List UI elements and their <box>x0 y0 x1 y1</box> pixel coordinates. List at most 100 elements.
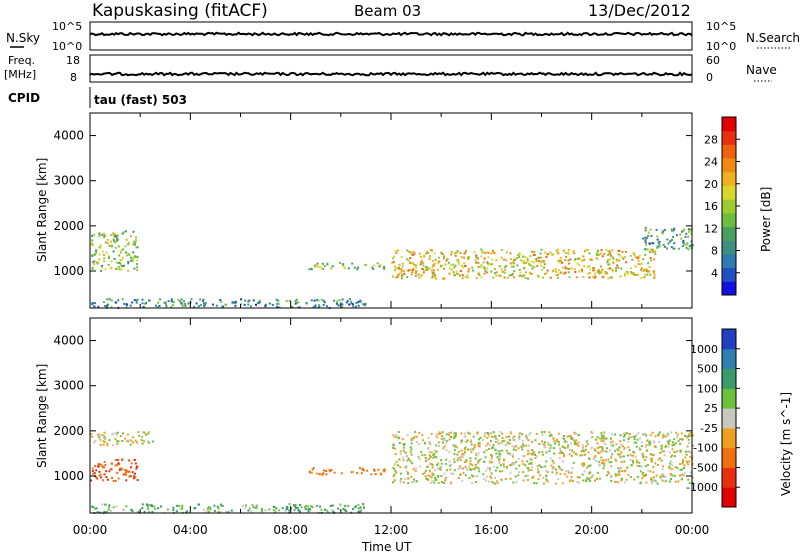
echo-cell <box>428 257 431 260</box>
echo-cell <box>569 479 572 482</box>
echo-cell <box>617 467 620 470</box>
echo-cell <box>498 455 500 458</box>
echo-cell <box>276 305 279 308</box>
echo-cell <box>113 240 116 243</box>
echo-cell <box>498 458 501 461</box>
echo-cell <box>383 468 386 470</box>
echo-cell <box>601 268 604 271</box>
echo-cell <box>687 435 689 438</box>
echo-cell <box>611 249 614 252</box>
echo-cell <box>135 236 137 239</box>
echo-cell <box>402 449 405 452</box>
echo-cell <box>547 443 550 446</box>
echo-cell <box>604 270 607 273</box>
echo-cell <box>666 247 668 250</box>
echo-cell <box>638 263 641 266</box>
echo-cell <box>181 504 184 507</box>
echo-cell <box>593 448 596 451</box>
echo-cell <box>486 432 489 434</box>
echo-cell <box>608 251 611 254</box>
echo-cell <box>425 469 428 472</box>
echo-cell <box>582 255 585 258</box>
echo-cell <box>400 275 403 277</box>
echo-cell <box>579 454 582 457</box>
echo-cell <box>475 452 478 455</box>
echo-cell <box>395 460 398 463</box>
echo-cell <box>275 298 278 301</box>
echo-cell <box>574 258 577 261</box>
echo-cell <box>553 452 556 455</box>
echo-cell <box>330 469 333 472</box>
echo-cell <box>331 265 334 268</box>
power-cbar-tick-label: 4 <box>711 267 718 280</box>
echo-cell <box>545 253 548 256</box>
echo-cell <box>626 466 629 469</box>
echo-cell <box>589 258 592 261</box>
echo-cell <box>530 264 533 267</box>
xtick-label: 04:00 <box>173 523 208 537</box>
echo-cell <box>653 445 656 448</box>
echo-cell <box>463 262 466 265</box>
echo-cell <box>443 472 446 475</box>
echo-cell <box>410 273 413 276</box>
echo-cell <box>428 267 431 270</box>
echo-cell <box>500 256 503 259</box>
echo-cell <box>350 300 353 303</box>
echo-cell <box>359 299 362 302</box>
echo-cell <box>537 478 540 481</box>
echo-cell <box>567 251 570 254</box>
echo-cell <box>98 470 101 473</box>
echo-cell <box>276 303 279 306</box>
echo-cell <box>378 265 381 268</box>
echo-cell <box>119 259 122 262</box>
echo-cell <box>99 463 102 466</box>
echo-cell <box>527 260 530 263</box>
echo-cell <box>533 261 535 264</box>
echo-cell <box>644 229 647 232</box>
echo-cell <box>628 436 631 439</box>
echo-cell <box>124 469 127 471</box>
echo-cell <box>298 306 301 309</box>
echo-cell <box>564 271 567 274</box>
echo-cell <box>629 476 632 478</box>
echo-cell <box>617 449 620 452</box>
echo-cell <box>557 432 560 435</box>
echo-cell <box>127 269 130 272</box>
echo-cell <box>424 442 426 445</box>
echo-cell <box>468 432 471 435</box>
echo-cell <box>117 477 120 480</box>
echo-cell <box>540 264 543 267</box>
echo-cell <box>658 431 661 434</box>
echo-cell <box>650 477 653 480</box>
echo-cell <box>590 431 593 434</box>
echo-cell <box>488 461 491 464</box>
echo-cell <box>578 270 581 273</box>
echo-cell <box>618 249 621 252</box>
echo-cell <box>411 261 414 264</box>
echo-cell <box>518 254 521 256</box>
echo-cell <box>202 508 205 511</box>
echo-cell <box>135 299 138 302</box>
echo-cell <box>489 263 492 266</box>
echo-cell <box>342 263 345 266</box>
echo-cell <box>433 264 435 267</box>
echo-cell <box>661 474 664 477</box>
echo-cell <box>435 434 437 437</box>
nsky-label: N.Sky <box>6 31 40 45</box>
echo-cell <box>429 475 432 478</box>
echo-cell <box>440 459 443 462</box>
echo-cell <box>515 449 517 452</box>
xtick-label: 20:00 <box>574 523 609 537</box>
echo-cell <box>642 472 645 474</box>
echo-cell <box>584 453 587 456</box>
echo-cell <box>110 234 113 236</box>
echo-cell <box>537 471 540 474</box>
echo-cell <box>135 239 137 242</box>
echo-cell <box>654 479 657 482</box>
echo-cell <box>491 455 493 457</box>
echo-cell <box>96 433 99 436</box>
echo-cell <box>427 448 430 450</box>
echo-cell <box>644 432 647 435</box>
echo-cell <box>611 433 613 436</box>
echo-cell <box>622 257 625 260</box>
